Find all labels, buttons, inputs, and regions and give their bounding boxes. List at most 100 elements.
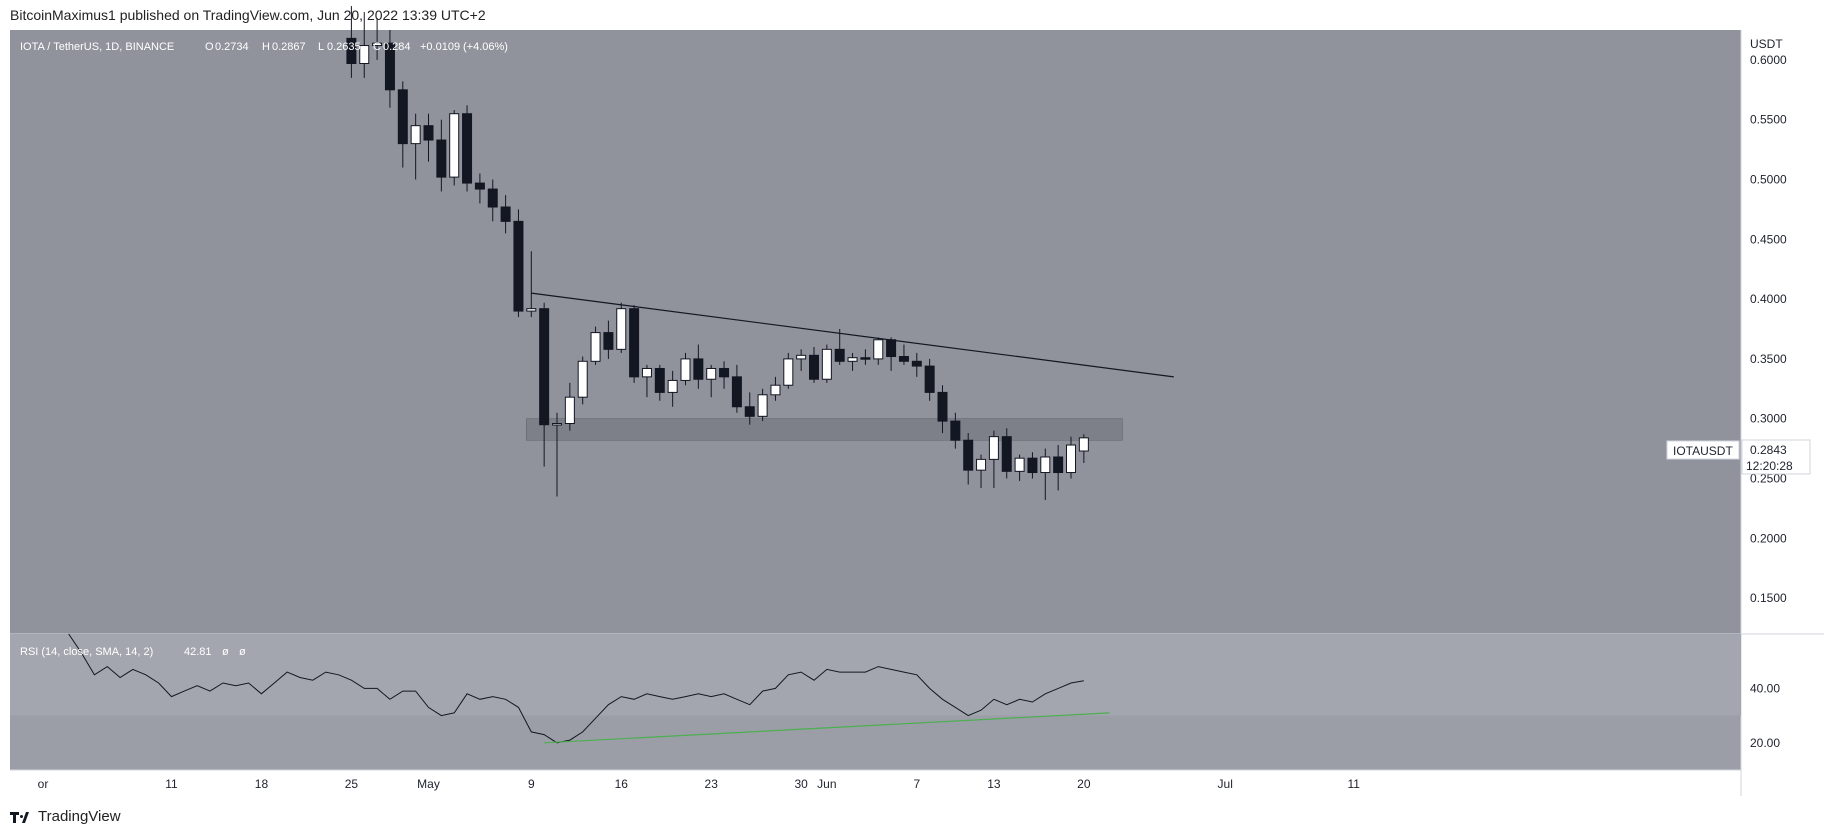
candle-body [937, 391, 948, 422]
candle-body [616, 308, 627, 350]
candle[interactable] [770, 376, 781, 401]
candle[interactable] [719, 361, 730, 389]
tradingview-logo[interactable]: TradingView [10, 808, 121, 825]
candle-body [552, 422, 562, 426]
candle[interactable] [436, 119, 447, 192]
candle-body [667, 379, 678, 393]
candle[interactable] [590, 326, 601, 365]
candle[interactable] [654, 364, 665, 401]
rsi-line[interactable] [68, 633, 1084, 744]
price-tick-label: 0.5000 [1750, 173, 1787, 187]
candle-body [693, 358, 704, 380]
candle[interactable] [629, 305, 640, 383]
candle[interactable] [937, 385, 948, 434]
rsi-support-trendline[interactable] [544, 712, 1110, 744]
rsi-legend-value: 42.81 [184, 646, 212, 658]
rsi-tick-label: 20.00 [1750, 736, 1780, 750]
candle[interactable] [873, 337, 884, 365]
candle[interactable] [706, 364, 717, 398]
candle[interactable] [988, 430, 999, 489]
candle[interactable] [474, 173, 485, 204]
candle-body [513, 220, 524, 312]
candle-body [1078, 437, 1089, 452]
candle[interactable] [513, 209, 524, 318]
legend-change: +0.0109 [420, 41, 460, 53]
candle[interactable] [487, 179, 498, 222]
candle[interactable] [1001, 428, 1012, 479]
price-tick-label: 0.4000 [1750, 292, 1787, 306]
candle[interactable] [796, 349, 807, 371]
candle[interactable] [667, 370, 678, 407]
candle[interactable] [731, 364, 742, 413]
price-axis[interactable] [1741, 30, 1824, 796]
candle-body [719, 367, 730, 378]
candle[interactable] [950, 412, 961, 449]
candle[interactable] [821, 344, 832, 383]
candle[interactable] [693, 344, 704, 389]
candle-body [500, 206, 511, 222]
candle[interactable] [410, 113, 421, 180]
candle[interactable] [744, 392, 755, 425]
candle[interactable] [359, 12, 370, 78]
candle[interactable] [1078, 434, 1089, 463]
candle-body [783, 358, 794, 386]
last-price-tag[interactable]: 0.2843 12:20:28 [1741, 439, 1811, 475]
candle[interactable] [552, 412, 562, 497]
candle[interactable] [462, 105, 473, 192]
candle[interactable] [372, 18, 383, 60]
time-axis[interactable] [10, 770, 1741, 796]
candle[interactable] [1066, 436, 1076, 479]
candle[interactable] [924, 358, 935, 401]
candle-body [539, 308, 550, 426]
price-tick-label: 0.2000 [1750, 531, 1787, 545]
candle[interactable] [526, 251, 537, 318]
candle[interactable] [1014, 454, 1025, 481]
candle[interactable] [449, 110, 460, 186]
support-zone[interactable] [526, 418, 1123, 441]
candle[interactable] [976, 454, 987, 489]
candle[interactable] [539, 302, 550, 467]
candle[interactable] [860, 349, 871, 365]
candle-body [564, 396, 575, 424]
candle[interactable] [641, 364, 652, 398]
time-tick-label: or [38, 777, 49, 791]
candle[interactable] [809, 346, 819, 383]
price-pane[interactable] [10, 30, 1741, 634]
candle-body [821, 348, 832, 380]
time-tick-label: 25 [345, 777, 359, 791]
candle[interactable] [564, 382, 575, 431]
legend-open-label: O [205, 41, 214, 53]
candle[interactable] [577, 356, 588, 405]
candle[interactable] [898, 344, 909, 365]
candle[interactable] [346, 6, 357, 78]
symbol-tag[interactable]: IOTAUSDT [1666, 440, 1740, 460]
candle[interactable] [834, 329, 845, 365]
candle[interactable] [397, 81, 408, 168]
legend-high-value: 0.2867 [272, 41, 306, 53]
candle-body [744, 406, 755, 417]
candle[interactable] [603, 320, 614, 359]
candle[interactable] [616, 302, 627, 353]
time-tick-label: 23 [705, 777, 719, 791]
candle[interactable] [384, 30, 395, 108]
candle[interactable] [1053, 445, 1064, 491]
candle[interactable] [1040, 448, 1051, 501]
candle[interactable] [423, 113, 434, 162]
candle[interactable] [847, 352, 858, 371]
candle[interactable] [757, 388, 768, 422]
candle[interactable] [783, 352, 794, 389]
time-tick-label: 11 [165, 777, 178, 791]
time-tick-label: Jul [1218, 777, 1233, 791]
candle[interactable] [1027, 452, 1038, 479]
candle[interactable] [911, 352, 922, 377]
candle-body [462, 113, 473, 184]
candle-body [898, 356, 909, 362]
candle-body [603, 332, 614, 350]
price-tick-label: 0.3000 [1750, 412, 1787, 426]
resistance-trendline[interactable] [531, 292, 1174, 378]
candle[interactable] [680, 352, 691, 386]
price-tick-label: 0.3500 [1750, 352, 1787, 366]
candle[interactable] [963, 433, 974, 485]
legend-low-label: L [318, 41, 324, 53]
candle[interactable] [500, 195, 511, 234]
